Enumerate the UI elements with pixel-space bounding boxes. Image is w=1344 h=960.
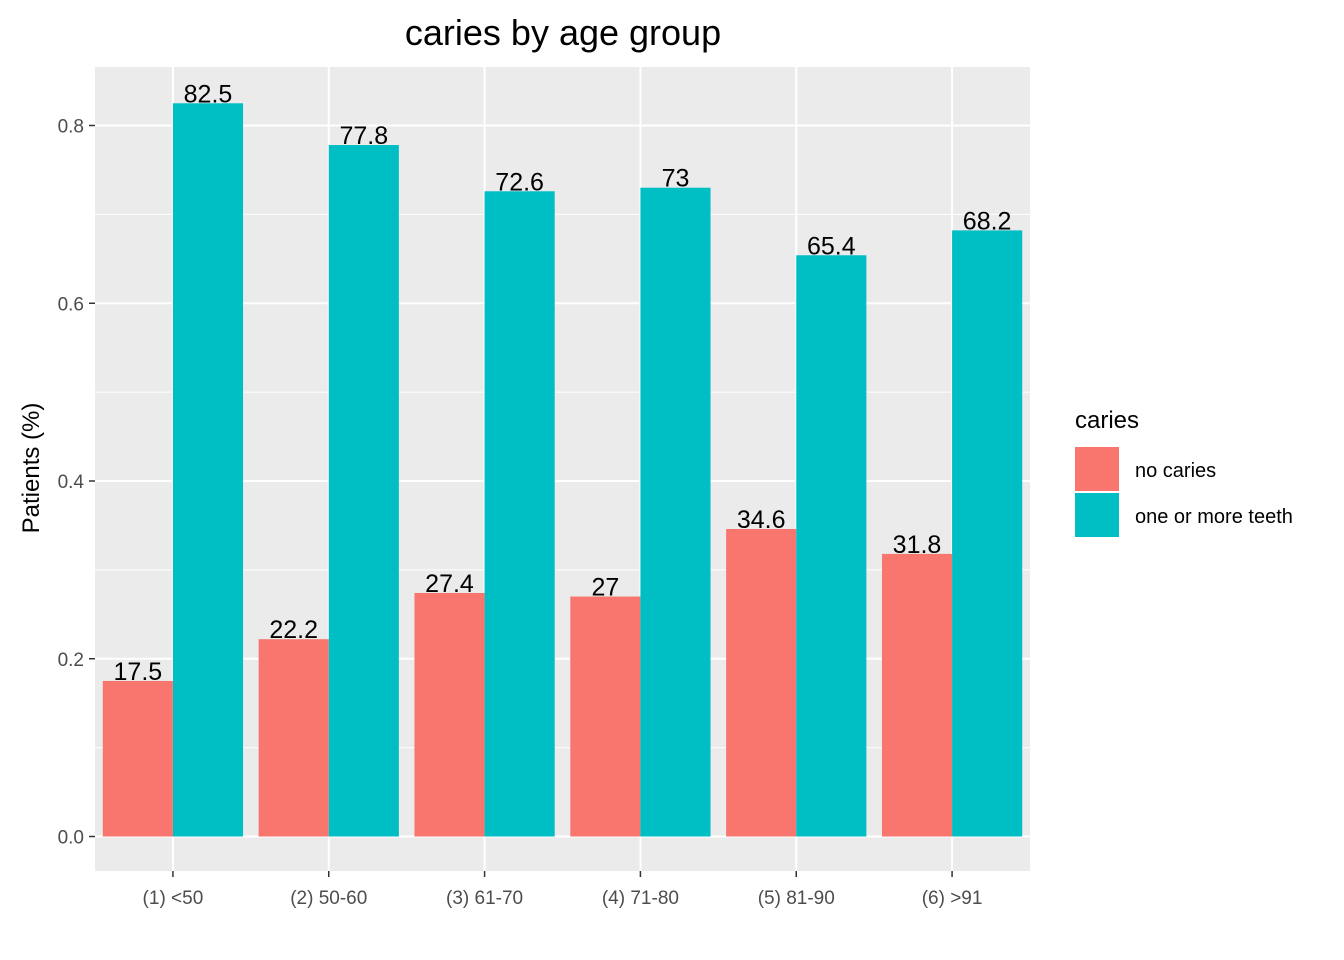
- legend-label: one or more teeth: [1135, 506, 1293, 528]
- x-tick-label: (1) <50: [143, 888, 204, 909]
- data-label: 82.5: [184, 80, 233, 108]
- bar: [258, 639, 329, 837]
- data-label: 68.2: [963, 207, 1012, 235]
- data-label: 34.6: [737, 506, 786, 534]
- legend-label: no caries: [1135, 460, 1216, 482]
- data-label: 27.4: [425, 570, 474, 598]
- data-label: 27: [591, 574, 619, 602]
- data-label: 31.8: [893, 531, 942, 559]
- y-axis-title: Patients (%): [18, 403, 45, 534]
- data-label: 72.6: [495, 168, 544, 196]
- y-axis: 0.0 0.2 0.4 0.6 0.8: [58, 117, 95, 849]
- bar: [796, 255, 867, 837]
- bar: [172, 103, 244, 837]
- x-axis: (1) <50 (2) 50-60 (3) 61-70 (4) 71-80 (5) 81…: [143, 871, 983, 909]
- x-tick-label: (5) 81-90: [758, 888, 835, 909]
- y-tick-label: 0.6: [58, 294, 84, 315]
- bar: [570, 596, 641, 837]
- x-tick-label: (2) 50-60: [290, 888, 367, 909]
- panel-background: [95, 67, 1030, 871]
- data-label: 77.8: [339, 122, 388, 150]
- data-label: 73: [662, 165, 690, 193]
- legend: caries no caries one or more teeth: [1075, 407, 1293, 537]
- bar: [952, 230, 1023, 837]
- bar: [881, 553, 953, 837]
- bar: [640, 187, 711, 837]
- bars: [102, 103, 1023, 837]
- y-tick-label: 0.4: [58, 472, 85, 493]
- x-tick-label: (6) >91: [922, 888, 983, 909]
- y-tick-label: 0.2: [58, 650, 84, 671]
- y-tick-label: 0.8: [58, 117, 84, 138]
- legend-swatch: [1075, 493, 1119, 537]
- data-label: 65.4: [807, 232, 856, 260]
- legend-swatch: [1075, 447, 1119, 491]
- bar: [414, 592, 485, 837]
- data-label: 17.5: [114, 658, 163, 686]
- legend-title: caries: [1075, 407, 1139, 434]
- bar: [328, 145, 399, 837]
- chart-title: caries by age group: [405, 12, 721, 53]
- bar: [484, 191, 555, 837]
- data-label: 22.2: [269, 616, 318, 644]
- data-labels: 17.5 22.2 27.4 27 34.6 31.8 82.5 77.8 72.6 73 65.4…: [114, 80, 1012, 686]
- bar: [726, 528, 797, 837]
- x-tick-label: (4) 71-80: [602, 888, 679, 909]
- bar: [102, 680, 173, 837]
- x-tick-label: (3) 61-70: [446, 888, 523, 909]
- y-tick-label: 0.0: [58, 828, 84, 849]
